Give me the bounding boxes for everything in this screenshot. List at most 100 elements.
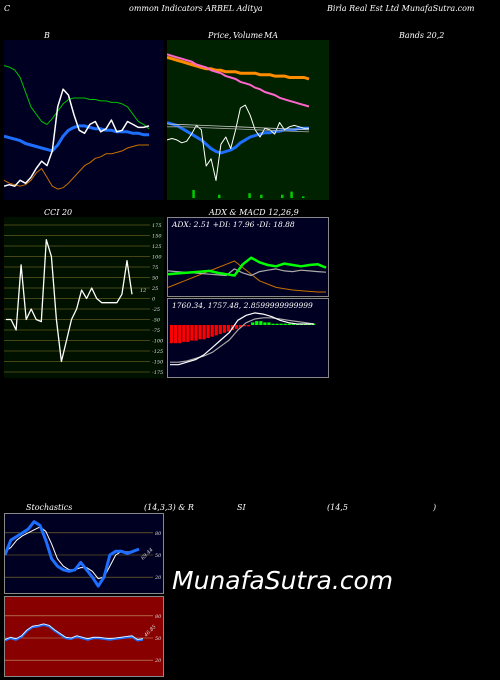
macd-histogram-bar xyxy=(287,323,291,325)
bollinger-label: B xyxy=(44,31,50,40)
macd-histogram-bar xyxy=(222,325,226,333)
stoch-value-label: 69.44 xyxy=(140,547,154,561)
rsi-close-label: ) xyxy=(433,503,437,512)
macd-values: 1760.34, 1757.48, 2.8599999999999 xyxy=(172,301,313,310)
stoch-k-line xyxy=(5,520,140,588)
macd-histogram-bar xyxy=(247,325,251,327)
cci-tick-label: 125 xyxy=(152,244,162,250)
macd-histogram-bar xyxy=(178,325,182,344)
adx-panel: ADX: 2.51 +DI: 17.96 -DI: 18.88 xyxy=(167,217,329,297)
cci-last-value: 12 xyxy=(140,288,146,294)
cci-panel: 175 150 125 100 75 50 25 0 -25 -50 -75 -100 -125 -150… xyxy=(4,217,164,378)
macd-histogram-bar xyxy=(275,323,279,325)
macd-histogram-bar xyxy=(194,325,198,341)
price-label: Price, xyxy=(208,31,232,40)
volume-bar xyxy=(218,194,221,198)
bands-label: Bands 20,2 xyxy=(399,31,445,40)
orange-ma-line xyxy=(167,55,310,81)
stoch-label: Stochastics xyxy=(26,503,73,512)
bollinger-lower-band xyxy=(4,144,149,190)
stochastics-chart: 80 50 20 69.44 xyxy=(5,520,162,588)
rsi-tick-label: 50 xyxy=(155,636,162,642)
volume-label: Volume xyxy=(233,31,263,40)
macd-histogram-bar xyxy=(259,321,263,325)
macd-histogram-bar xyxy=(243,325,247,327)
cci-tick-label: -175 xyxy=(152,370,163,376)
bollinger-upper-band xyxy=(4,65,150,130)
macd-chart xyxy=(170,312,316,366)
cci-line xyxy=(6,239,133,363)
macd-histogram-bar xyxy=(186,325,190,342)
macd-histogram-bar xyxy=(251,322,255,325)
macd-histogram-bar xyxy=(238,325,243,328)
macd-histogram-bar xyxy=(218,325,222,335)
cci-chart: 175 150 125 100 75 50 25 0 -25 -50 -75 -100 -125 -150… xyxy=(4,223,164,376)
macd-signal-line xyxy=(170,317,315,363)
macd-histogram-bar xyxy=(214,325,218,336)
macd-histogram-bar xyxy=(198,325,202,340)
stoch-params-label: (14,3,3) & R xyxy=(144,503,194,512)
macd-line xyxy=(170,312,314,366)
price-line xyxy=(167,104,309,181)
cci-tick-label: 50 xyxy=(152,275,159,281)
adx-values: ADX: 2.51 +DI: 17.96 -DI: 18.88 xyxy=(172,220,295,229)
cci-tick-label: 75 xyxy=(152,265,158,271)
grey-ma-line xyxy=(167,126,310,133)
bollinger-panel xyxy=(4,40,164,200)
cci-tick-label: 100 xyxy=(152,254,162,260)
adx-chart xyxy=(168,256,327,293)
cci-tick-label: 25 xyxy=(151,286,158,292)
cci-tick-label: -25 xyxy=(152,307,160,313)
rsi-si-label: SI xyxy=(237,503,246,512)
pink-ma-line xyxy=(167,53,310,108)
bollinger-middle-band xyxy=(4,124,149,153)
stochastics-panel: 80 50 20 69.44 xyxy=(4,513,164,594)
rsi-line-white xyxy=(5,623,144,640)
volume-bar xyxy=(248,193,251,198)
macd-histogram-bar xyxy=(190,325,194,341)
cci-tick-label: -75 xyxy=(152,328,160,334)
macd-histogram-bar xyxy=(170,325,174,344)
bollinger-price-line xyxy=(4,88,150,187)
macd-histogram-bar xyxy=(182,325,186,342)
macd-histogram-bar xyxy=(279,323,283,325)
cci-tick-label: -125 xyxy=(152,349,163,355)
rsi-params-label: (14,5 xyxy=(327,503,348,512)
macd-histogram-bar xyxy=(202,325,206,340)
macd-histogram-bar xyxy=(267,322,271,325)
grey-ma-line xyxy=(167,123,310,131)
macd-histogram-bar xyxy=(291,323,295,325)
rsi-tick-label: 20 xyxy=(154,658,162,664)
bollinger-chart xyxy=(4,65,150,190)
rsi-line-blue xyxy=(5,623,144,642)
volume-bar xyxy=(192,190,195,198)
macd-histogram-bar xyxy=(226,325,231,332)
macd-histogram-bar xyxy=(234,325,239,329)
watermark: MunafaSutra.com xyxy=(172,566,394,595)
plus-di-line xyxy=(168,256,327,277)
volume-bar xyxy=(281,194,284,198)
macd-histogram-bar xyxy=(210,325,214,337)
cci-tick-label: 150 xyxy=(152,233,162,239)
volume-bar xyxy=(302,196,305,198)
price-ma-panel xyxy=(167,40,329,200)
macd-histogram-bar xyxy=(271,323,275,325)
rsi-tick-label: 80 xyxy=(155,614,162,620)
stoch-tick-label: 50 xyxy=(155,553,162,559)
macd-histogram-bar xyxy=(206,325,210,338)
macd-panel: 1760.34, 1757.48, 2.8599999999999 xyxy=(167,298,329,378)
cci-tick-label: 0 xyxy=(152,296,156,302)
ma-label: MA xyxy=(264,31,278,40)
stoch-tick-label: 20 xyxy=(154,575,162,581)
cci-tick-label: 175 xyxy=(152,223,162,229)
cci-tick-label: -100 xyxy=(152,338,164,344)
stoch-tick-label: 80 xyxy=(155,531,162,537)
header-c: C xyxy=(4,4,11,13)
cci-label: CCI 20 xyxy=(44,208,73,217)
macd-histogram-bar xyxy=(174,325,178,344)
rsi-panel: 80 50 20 46.85 xyxy=(4,596,164,677)
volume-bar xyxy=(290,191,293,198)
cci-tick-label: -50 xyxy=(152,317,161,323)
header-title-left: ommon Indicators ARBEL Aditya xyxy=(129,4,263,13)
